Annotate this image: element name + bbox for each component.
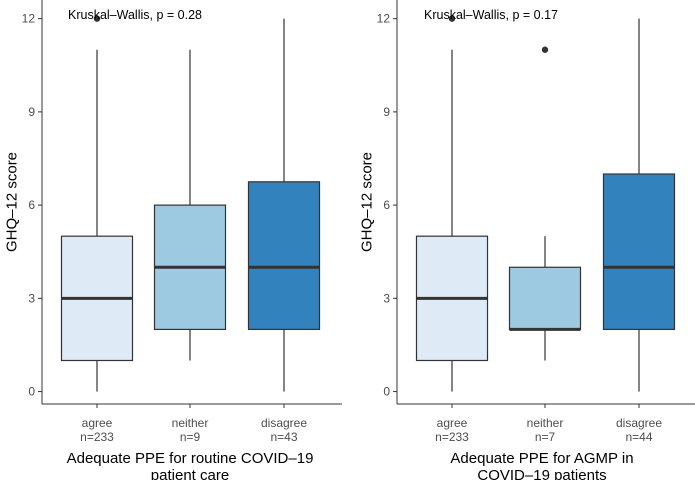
outlier-point (93, 15, 101, 22)
n-label: n=44 (625, 430, 652, 444)
kruskal-wallis-annotation: Kruskal–Wallis, p = 0.17 (424, 8, 558, 22)
y-axis-title: GHQ–12 score (359, 152, 376, 252)
n-label: n=43 (270, 430, 297, 444)
box-iqr (602, 173, 676, 331)
x-axis-title-line: Adequate PPE for routine COVID–19 (67, 450, 314, 467)
category-label: neither (172, 416, 209, 430)
y-tick-label: 3 (383, 291, 390, 305)
n-label: n=233 (435, 430, 469, 444)
category-label: disagree (261, 416, 307, 430)
y-tick-label: 12 (377, 12, 391, 26)
kruskal-wallis-annotation: Kruskal–Wallis, p = 0.28 (68, 8, 202, 22)
category-label: neither (527, 416, 564, 430)
box-iqr (508, 266, 582, 331)
y-tick-label: 6 (28, 198, 35, 212)
x-axis-title-line: patient care (151, 467, 229, 480)
y-tick-label: 0 (383, 385, 390, 399)
category-label: agree (437, 416, 468, 430)
y-tick-label: 12 (22, 12, 36, 26)
outlier-point (448, 15, 456, 22)
category-label: agree (82, 416, 113, 430)
y-axis-title: GHQ–12 score (4, 152, 21, 252)
outlier-point (541, 46, 549, 53)
n-label: n=233 (80, 430, 114, 444)
category-label: disagree (616, 416, 662, 430)
y-tick-label: 0 (28, 385, 35, 399)
y-tick-label: 9 (28, 105, 35, 119)
y-tick-label: 9 (383, 105, 390, 119)
n-label: n=7 (535, 430, 556, 444)
x-axis-title-line: Adequate PPE for AGMP in (450, 450, 633, 467)
x-axis-title-line: COVID–19 patients (477, 467, 606, 480)
y-tick-label: 3 (28, 291, 35, 305)
n-label: n=9 (180, 430, 201, 444)
y-tick-label: 6 (383, 198, 390, 212)
box-iqr (247, 181, 321, 331)
